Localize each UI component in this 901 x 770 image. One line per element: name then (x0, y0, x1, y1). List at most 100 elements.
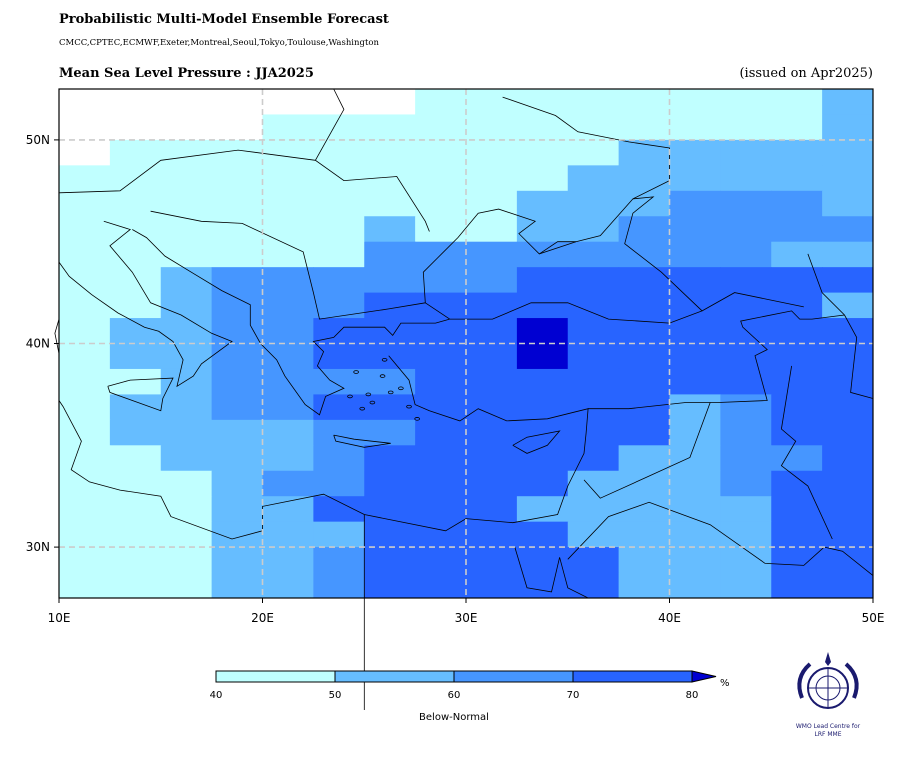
probability-cell (59, 394, 111, 421)
probability-cell (516, 114, 569, 141)
probability-cell (415, 343, 467, 370)
probability-cell (567, 241, 620, 268)
laurel-left-icon (797, 662, 812, 699)
probability-cell (618, 89, 670, 115)
probability-cell (720, 394, 772, 421)
probability-cell (771, 241, 823, 268)
probability-cell (211, 419, 263, 446)
probability-cell (516, 267, 569, 294)
probability-cell (771, 368, 823, 395)
probability-cell (567, 445, 620, 472)
probability-cell (364, 139, 416, 166)
probability-cell (466, 521, 518, 548)
probability-cell (313, 343, 365, 370)
probability-cell (109, 216, 162, 243)
coastline (780, 365, 833, 540)
probability-cell (771, 445, 823, 472)
probability-cell (160, 114, 213, 141)
probability-cell (720, 267, 772, 294)
probability-cell (313, 216, 365, 243)
probability-cell (771, 165, 823, 192)
probability-cell (160, 318, 213, 344)
probability-cell (160, 216, 213, 243)
probability-cell (109, 89, 162, 115)
probability-cell (466, 547, 518, 574)
probability-cell (669, 343, 721, 370)
probability-cell (415, 318, 467, 344)
probability-cell (720, 521, 772, 548)
probability-cell (822, 190, 874, 217)
probability-cell (160, 445, 213, 472)
colorbar-tick-label: 80 (686, 690, 699, 701)
probability-cell (466, 267, 518, 294)
probability-cell (822, 241, 874, 268)
coastlines (54, 88, 874, 710)
probability-cell (59, 445, 111, 472)
coastline (701, 292, 804, 312)
probability-cell (364, 572, 416, 599)
probability-cell (567, 165, 620, 192)
x-tick-label: 30E (455, 611, 478, 625)
probability-cell (822, 368, 874, 395)
probability-cell (415, 89, 467, 115)
probability-cell (822, 114, 874, 141)
probability-cell (466, 165, 518, 192)
probability-cell (160, 292, 213, 319)
island (406, 404, 412, 409)
coastline (54, 318, 60, 354)
probability-cell (109, 572, 162, 599)
probability-cell (567, 343, 620, 370)
probability-cell (109, 318, 162, 344)
probability-cell (211, 445, 263, 472)
probability-cell (822, 89, 874, 115)
probability-cell (364, 419, 416, 446)
y-tick-label: 30N (26, 540, 50, 554)
probability-cell (822, 292, 874, 319)
probability-cell (415, 292, 467, 319)
probability-cell (415, 267, 467, 294)
probability-cell (364, 470, 416, 497)
probability-cell (669, 216, 721, 243)
probability-cell (59, 241, 111, 268)
probability-cell (720, 368, 772, 395)
probability-cell (720, 89, 772, 115)
model-list: CMCC,CPTEC,ECMWF,Exeter,Montreal,Seoul,T… (59, 38, 379, 48)
coastline (824, 546, 874, 576)
probability-cell (415, 470, 467, 497)
probability-cell (822, 445, 874, 472)
probability-cell (160, 190, 213, 217)
coastline (58, 355, 589, 540)
probability-cell (415, 419, 467, 446)
probability-cell (466, 292, 518, 319)
y-tick-label: 50N (26, 133, 50, 147)
probability-cell (59, 216, 111, 243)
probability-cell (59, 521, 111, 548)
probability-cell (262, 139, 314, 166)
probability-cell (466, 394, 518, 421)
probability-cell (415, 445, 467, 472)
probability-cell (516, 572, 569, 599)
probability-cell (567, 368, 620, 395)
probability-cell (771, 419, 823, 446)
probability-cell (364, 267, 416, 294)
probability-cell (262, 292, 314, 319)
colorbar-segment (453, 670, 574, 683)
coastline (567, 501, 825, 566)
probability-cell (364, 368, 416, 395)
probability-cell (618, 139, 670, 166)
colorbar-tick-label: 60 (448, 690, 461, 701)
probability-cell (618, 445, 670, 472)
probability-cell (313, 547, 365, 574)
probability-cell (669, 165, 721, 192)
probability-cell (364, 547, 416, 574)
probability-cell (415, 368, 467, 395)
probability-cell (822, 521, 874, 548)
probability-cell (313, 190, 365, 217)
probability-cell (109, 496, 162, 523)
probability-cell (516, 547, 569, 574)
probability-cell (211, 318, 263, 344)
probability-cell (415, 216, 467, 243)
probability-cell (466, 343, 518, 370)
probability-cell (516, 318, 569, 344)
